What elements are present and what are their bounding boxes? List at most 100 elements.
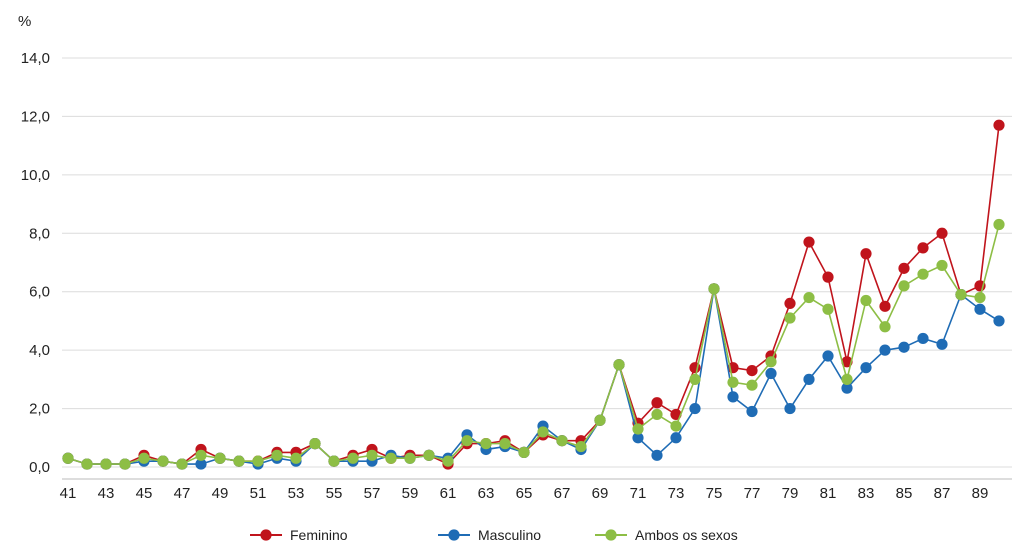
series-line [67,288,1000,465]
y-unit-label: % [18,13,31,30]
data-point [556,435,568,447]
x-tick-label: 63 [478,485,495,502]
data-point [290,452,302,464]
x-tick-label: 73 [668,485,685,502]
data-point [100,458,112,470]
data-point [879,321,891,333]
data-point [537,426,549,438]
data-point [689,402,701,415]
legend-item: Feminino [250,527,348,543]
x-tick-label: 43 [98,485,115,502]
x-tick-label: 45 [136,485,153,502]
data-point [518,446,530,458]
legend-item: Masculino [438,527,541,543]
x-tick-label: 61 [440,485,457,502]
data-point [803,291,815,304]
data-point [746,379,758,391]
data-point [651,449,663,461]
data-point [499,438,511,450]
y-tick-label: 0,0 [29,459,50,476]
x-tick-label: 67 [554,485,571,502]
legend-marker [605,529,617,541]
x-tick-label: 51 [250,485,267,502]
legend-item: Ambos os sexos [595,527,738,543]
data-point [651,408,663,421]
data-point [594,414,606,426]
legend-marker [260,529,272,541]
data-point [347,452,359,464]
data-point [993,119,1005,131]
y-tick-label: 8,0 [29,225,50,242]
x-tick-label: 81 [820,485,837,502]
data-point [366,449,378,461]
data-point [480,438,492,450]
series-ambos-os-sexos [62,218,1005,470]
data-point [252,455,264,467]
series-layer [62,119,1005,470]
data-point [936,338,948,350]
data-point [138,452,150,464]
data-point [442,455,454,467]
y-axis-ticks: 0,0 2,0 4,0 6,0 8,0 10,0 12,0 14,0 [21,50,50,476]
legend: Feminino Masculino Ambos os sexos [250,527,738,543]
data-point [746,364,758,377]
legend-marker [448,529,460,541]
data-point [727,376,739,388]
y-tick-label: 6,0 [29,284,50,301]
y-tick-label: 2,0 [29,401,50,418]
legend-label: Ambos os sexos [635,527,738,543]
data-point [898,280,910,292]
y-tick-label: 4,0 [29,342,50,359]
data-point [879,344,891,356]
x-tick-label: 53 [288,485,305,502]
series-feminino [62,119,1005,470]
data-point [841,373,853,385]
x-tick-label: 59 [402,485,419,502]
data-point [309,438,321,450]
data-point [632,423,644,435]
data-point [157,455,169,467]
data-point [917,332,929,345]
y-tick-label: 14,0 [21,50,50,67]
data-point [898,341,910,353]
data-point [974,291,986,304]
data-point [214,452,226,464]
series-line [67,125,1000,466]
data-point [689,373,701,385]
x-tick-label: 41 [60,485,77,502]
gridlines [62,57,1012,480]
data-point [195,449,207,461]
x-tick-label: 79 [782,485,799,502]
x-tick-label: 77 [744,485,761,502]
x-tick-label: 55 [326,485,343,502]
data-point [670,420,682,432]
data-point [955,289,967,301]
data-point [62,452,74,464]
data-point [936,259,948,272]
x-tick-label: 49 [212,485,229,502]
x-tick-label: 69 [592,485,609,502]
data-point [461,435,473,447]
data-point [936,227,948,239]
data-point [993,315,1005,327]
x-axis-ticks: 41 43 45 47 49 51 53 55 57 59 61 63 65 67 69 71 73 75 77 79… [60,485,989,502]
data-point [841,382,853,394]
x-tick-label: 87 [934,485,951,502]
data-point [917,242,929,254]
data-point [822,271,834,283]
data-point [765,356,777,368]
data-point [784,402,796,415]
data-point [233,455,245,467]
data-point [195,458,207,470]
legend-label: Feminino [290,527,348,543]
data-point [784,312,796,324]
x-tick-label: 57 [364,485,381,502]
data-point [632,432,644,444]
data-point [765,367,777,380]
x-tick-label: 85 [896,485,913,502]
data-point [271,449,283,461]
data-point [822,303,834,315]
x-tick-label: 89 [972,485,989,502]
data-point [879,300,891,312]
